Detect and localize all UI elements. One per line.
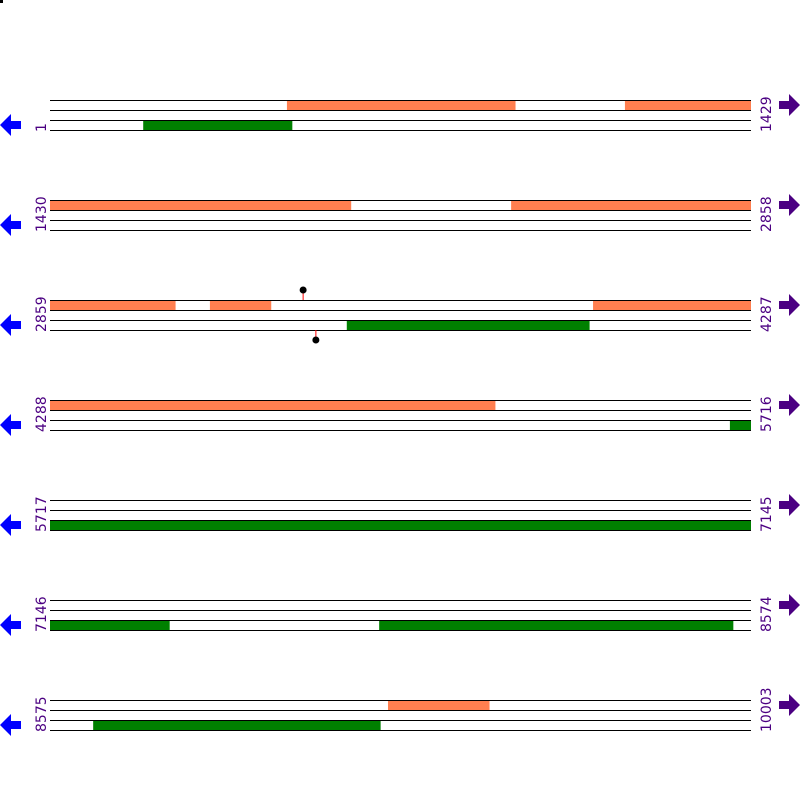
arrow-left-icon[interactable] (0, 114, 21, 136)
row-start-label: 8575 (34, 696, 50, 732)
forward-feature[interactable] (624, 100, 751, 110)
arrow-right-icon[interactable] (779, 494, 800, 516)
row-end-label: 10003 (759, 687, 775, 732)
row-end-label: 1429 (759, 96, 775, 132)
reverse-feature[interactable] (93, 720, 381, 730)
arrow-right-icon[interactable] (779, 594, 800, 616)
row-end-label: 8574 (759, 596, 775, 632)
arrow-left-icon[interactable] (0, 514, 21, 536)
row-start-label: 2859 (34, 296, 50, 332)
arrow-right-icon[interactable] (779, 694, 800, 716)
sequence-row: 1430 2858 (0, 194, 800, 236)
corner-mark (0, 0, 3, 3)
forward-feature[interactable] (209, 300, 272, 310)
arrow-left-icon[interactable] (0, 714, 21, 736)
reverse-feature[interactable] (50, 620, 170, 630)
arrow-left-icon[interactable] (0, 314, 21, 336)
sequence-row: 5717 7145 (0, 494, 800, 536)
forward-feature[interactable] (50, 400, 496, 410)
reverse-feature[interactable] (379, 620, 734, 630)
sequence-row: 4288 5716 (0, 394, 800, 436)
arrow-left-icon[interactable] (0, 214, 21, 236)
row-end-label: 7145 (759, 496, 775, 532)
forward-feature[interactable] (593, 300, 751, 310)
site-marker[interactable] (312, 330, 320, 344)
sequence-row: 2859 4287 (0, 286, 800, 344)
reverse-feature[interactable] (729, 420, 751, 430)
forward-feature[interactable] (387, 700, 490, 710)
row-start-label: 5717 (34, 496, 50, 532)
arrow-left-icon[interactable] (0, 414, 21, 436)
sequence-row: 1 1429 (0, 94, 800, 136)
sequence-row: 7146 8574 (0, 594, 800, 636)
reverse-feature[interactable] (346, 320, 590, 330)
row-end-label: 2858 (759, 196, 775, 232)
row-start-label: 1430 (34, 196, 50, 232)
reverse-feature[interactable] (143, 120, 293, 130)
arrow-right-icon[interactable] (779, 394, 800, 416)
forward-feature[interactable] (50, 300, 176, 310)
row-start-label: 1 (34, 123, 50, 132)
forward-feature[interactable] (286, 100, 516, 110)
row-end-label: 5716 (759, 396, 775, 432)
sequence-row: 8575 10003 (0, 687, 800, 736)
arrow-right-icon[interactable] (779, 94, 800, 116)
arrow-right-icon[interactable] (779, 194, 800, 216)
row-end-label: 4287 (759, 296, 775, 332)
row-start-label: 4288 (34, 396, 50, 432)
reverse-feature[interactable] (50, 520, 751, 530)
arrow-left-icon[interactable] (0, 614, 21, 636)
site-marker[interactable] (299, 286, 307, 301)
forward-feature[interactable] (511, 200, 751, 210)
arrow-right-icon[interactable] (779, 294, 800, 316)
row-start-label: 7146 (34, 596, 50, 632)
forward-feature[interactable] (50, 200, 352, 210)
